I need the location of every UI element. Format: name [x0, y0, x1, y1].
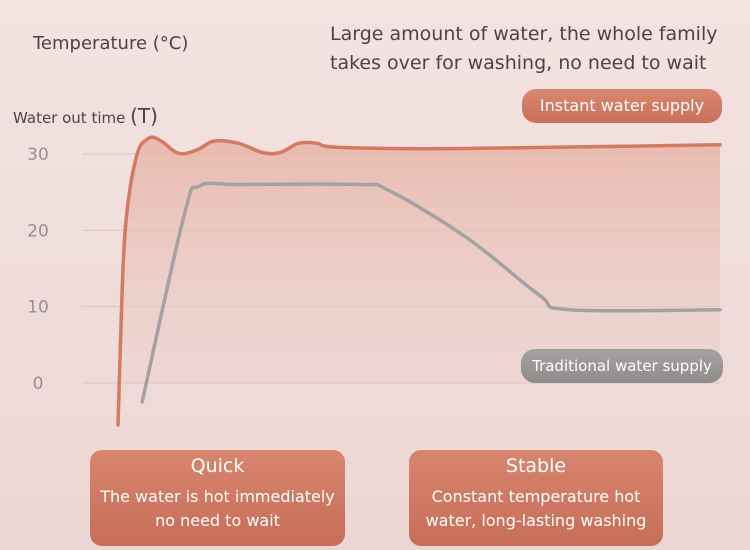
quick-card-description: The water is hot immediately no need to … — [90, 485, 345, 533]
tagline-line-1: Large amount of water, the whole family — [330, 23, 718, 45]
traditional-water-supply-line — [140, 181, 722, 404]
quick-card-title: Quick — [190, 455, 245, 477]
stable-card-line-1: Constant temperature hot — [431, 487, 641, 506]
quick-card-line-2: no need to wait — [155, 511, 280, 530]
y-tick-label-20: 20 — [27, 221, 49, 241]
y-axis-label-unit: (T) — [130, 104, 158, 128]
stable-card-line-2: water, long-lasting washing — [425, 511, 647, 530]
quick-card-line-1: The water is hot immediately — [100, 487, 335, 506]
y-tick-label-10: 10 — [27, 298, 49, 318]
stable-card: Stable Constant temperature hot water, l… — [409, 450, 663, 546]
stable-card-title: Stable — [505, 455, 567, 477]
instant-water-supply-line — [116, 135, 722, 427]
instant-water-supply-badge: Instant water supply — [522, 89, 722, 123]
y-axis-label: Water out time (T) — [13, 104, 158, 128]
stable-card-description: Constant temperature hot water, long-las… — [409, 485, 663, 533]
y-tick-label-30: 30 — [27, 145, 49, 165]
y-tick-label-0: 0 — [33, 374, 44, 394]
y-tick-labels: 30 20 10 0 — [27, 145, 49, 394]
traditional-water-supply-badge: Traditional water supply — [521, 349, 723, 383]
y-axis-label-text: Water out time — [13, 109, 126, 127]
tagline-line-2: takes over for washing, no need to wait — [330, 52, 707, 74]
quick-card: Quick The water is hot immediately no ne… — [90, 450, 345, 546]
chart-title: Temperature (°C) — [33, 33, 189, 54]
tagline: Large amount of water, the whole family … — [330, 20, 745, 78]
